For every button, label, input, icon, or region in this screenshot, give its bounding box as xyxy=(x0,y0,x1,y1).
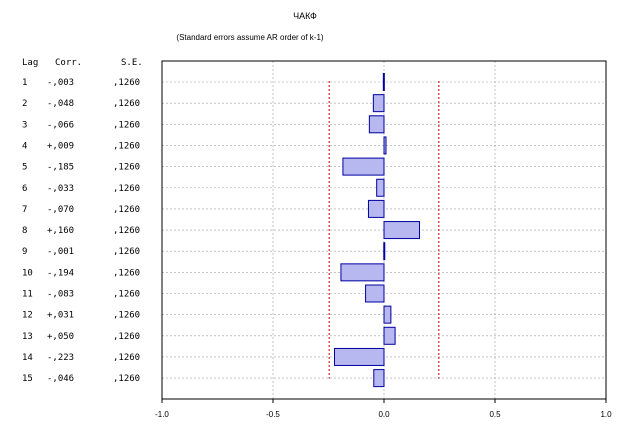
bar-lag-8 xyxy=(383,221,421,240)
corr-label: -,223 xyxy=(47,353,74,363)
se-label: ,1260 xyxy=(113,226,140,236)
x-tick-label: 0.5 xyxy=(489,410,501,419)
corr-label: +,009 xyxy=(47,141,74,151)
corr-label: -,048 xyxy=(47,99,74,109)
se-label: ,1260 xyxy=(113,290,140,300)
bar-lag-12 xyxy=(383,305,392,324)
corr-label: +,160 xyxy=(47,226,74,236)
lag-label: 3 xyxy=(22,120,27,130)
se-label: ,1260 xyxy=(113,247,140,257)
se-label: ,1260 xyxy=(113,99,140,109)
value-table: 1 -,003 ,1260 2 -,048 ,1260 3 -,066 ,1260 4 +,009,… xyxy=(22,78,140,384)
lag-label: 11 xyxy=(22,290,33,300)
lag-label: 12 xyxy=(22,311,33,321)
se-label: ,1260 xyxy=(113,78,140,88)
se-label: ,1260 xyxy=(113,163,140,173)
bar-lag-7 xyxy=(367,199,385,218)
lag-label: 14 xyxy=(22,353,33,363)
chart-subtitle: (Standard errors assume AR order of k-1) xyxy=(176,33,324,42)
header-corr: Corr. xyxy=(55,58,82,68)
lag-label: 1 xyxy=(22,78,27,88)
lag-label: 10 xyxy=(22,268,33,278)
bar-lag-5 xyxy=(342,157,385,176)
corr-label: -,083 xyxy=(47,290,74,300)
se-label: ,1260 xyxy=(113,311,140,321)
se-label: ,1260 xyxy=(113,268,140,278)
lag-label: 6 xyxy=(22,184,27,194)
se-label: ,1260 xyxy=(113,141,140,151)
corr-label: +,050 xyxy=(47,332,74,342)
bar-lag-15 xyxy=(373,369,385,388)
corr-label: -,033 xyxy=(47,184,74,194)
corr-label: -,001 xyxy=(47,247,74,257)
lag-label: 8 xyxy=(22,226,27,236)
se-label: ,1260 xyxy=(113,184,140,194)
lag-label: 9 xyxy=(22,247,27,257)
bar-lag-14 xyxy=(333,347,385,366)
bar-lag-4 xyxy=(383,136,387,155)
header-se: S.E. xyxy=(121,58,143,68)
bar-lag-10 xyxy=(340,263,385,282)
lag-label: 15 xyxy=(22,374,33,384)
bar-lag-3 xyxy=(368,115,385,134)
se-label: ,1260 xyxy=(113,332,140,342)
x-tick-label: 0.0 xyxy=(378,410,390,419)
lag-label: 5 xyxy=(22,163,27,173)
plot-frame xyxy=(161,60,607,400)
bar-lag-13 xyxy=(383,326,396,345)
x-tick-label: 1.0 xyxy=(600,410,612,419)
confidence-limits xyxy=(328,81,440,379)
se-label: ,1260 xyxy=(113,374,140,384)
lag-label: 13 xyxy=(22,332,33,342)
chart-title: ЧАКФ xyxy=(293,11,317,21)
bar-lag-1 xyxy=(382,73,385,91)
corr-label: +,031 xyxy=(47,311,74,321)
x-axis-ticks: -1.0 -0.5 0.0 0.5 1.0 xyxy=(155,399,612,419)
header-lag: Lag xyxy=(22,58,38,68)
lag-label: 4 xyxy=(22,141,27,151)
x-tick-label: -1.0 xyxy=(155,410,169,419)
corr-label: -,070 xyxy=(47,205,74,215)
corr-label: -,194 xyxy=(47,268,74,278)
corr-label: -,066 xyxy=(47,120,74,130)
corr-label: -,003 xyxy=(47,78,74,88)
lag-label: 2 xyxy=(22,99,27,109)
bar-lag-6 xyxy=(376,178,385,197)
bars xyxy=(333,73,421,388)
corr-label: -,046 xyxy=(47,374,74,384)
bar-lag-9 xyxy=(383,242,386,261)
se-label: ,1260 xyxy=(113,120,140,130)
bar-lag-11 xyxy=(365,284,385,303)
bar-lag-2 xyxy=(372,94,385,113)
lag-label: 7 xyxy=(22,205,27,215)
se-label: ,1260 xyxy=(113,205,140,215)
se-label: ,1260 xyxy=(113,353,140,363)
x-tick-label: -0.5 xyxy=(266,410,280,419)
corr-label: -,185 xyxy=(47,163,74,173)
